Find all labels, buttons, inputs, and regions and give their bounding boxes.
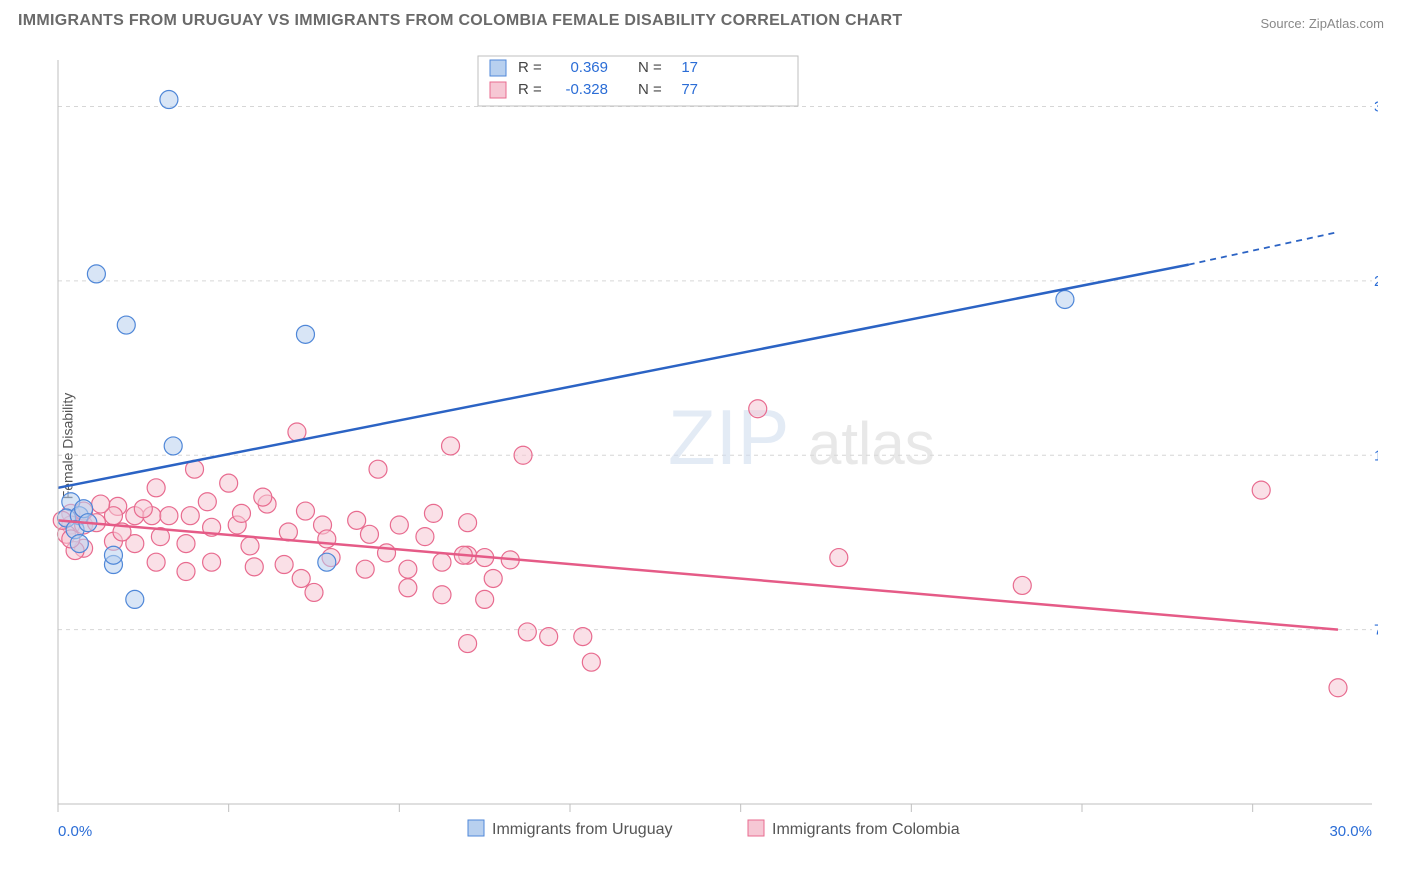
regression-line-uruguay-dash xyxy=(1189,232,1338,265)
scatter-point xyxy=(433,553,451,571)
scatter-point xyxy=(582,653,600,671)
scatter-point xyxy=(254,488,272,506)
scatter-point xyxy=(476,590,494,608)
scatter-point xyxy=(296,502,314,520)
scatter-point xyxy=(245,558,263,576)
scatter-point xyxy=(433,586,451,604)
scatter-point xyxy=(160,507,178,525)
x-end-label: 30.0% xyxy=(1329,823,1372,840)
watermark: ZIP xyxy=(668,393,789,481)
scatter-point xyxy=(104,546,122,564)
legend-n-value: 77 xyxy=(681,81,698,98)
scatter-point xyxy=(275,556,293,574)
x-legend-swatch-colombia xyxy=(748,820,764,836)
scatter-point xyxy=(459,635,477,653)
x-legend-colombia: Immigrants from Colombia xyxy=(772,821,960,838)
legend-r-value: 0.369 xyxy=(570,59,608,76)
legend-n-label: N = xyxy=(638,59,662,76)
scatter-point xyxy=(540,628,558,646)
scatter-point xyxy=(177,563,195,581)
legend-r-label: R = xyxy=(518,81,542,98)
scatter-point xyxy=(369,460,387,478)
scatter-point xyxy=(220,474,238,492)
chart-title: IMMIGRANTS FROM URUGUAY VS IMMIGRANTS FR… xyxy=(18,12,902,30)
scatter-point xyxy=(232,504,250,522)
scatter-point xyxy=(390,516,408,534)
scatter-point xyxy=(177,535,195,553)
scatter-point xyxy=(147,479,165,497)
scatter-point xyxy=(416,528,434,546)
scatter-point xyxy=(459,514,477,532)
x-legend-swatch-uruguay xyxy=(468,820,484,836)
scatter-point xyxy=(87,265,105,283)
scatter-point xyxy=(92,495,110,513)
scatter-point xyxy=(164,437,182,455)
legend-n-label: N = xyxy=(638,81,662,98)
scatter-point xyxy=(70,535,88,553)
scatter-point xyxy=(348,511,366,529)
scatter-point xyxy=(399,579,417,597)
scatter-point xyxy=(203,553,221,571)
y-tick-label: 30.0% xyxy=(1374,99,1378,116)
scatter-point xyxy=(749,400,767,418)
scatter-point xyxy=(318,530,336,548)
scatter-point xyxy=(160,91,178,109)
scatter-point xyxy=(442,437,460,455)
scatter-point xyxy=(241,537,259,555)
scatter-point xyxy=(830,549,848,567)
y-tick-label: 15.0% xyxy=(1374,447,1378,464)
scatter-point xyxy=(356,560,374,578)
scatter-point xyxy=(518,623,536,641)
scatter-point xyxy=(484,569,502,587)
scatter-point xyxy=(296,325,314,343)
legend-swatch xyxy=(490,82,506,98)
scatter-point xyxy=(399,560,417,578)
regression-line-uruguay xyxy=(58,265,1189,488)
scatter-point xyxy=(305,583,323,601)
watermark: atlas xyxy=(808,410,935,477)
scatter-point xyxy=(198,493,216,511)
scatter-point xyxy=(126,590,144,608)
scatter-point xyxy=(424,504,442,522)
scatter-point xyxy=(1013,576,1031,594)
scatter-point xyxy=(181,507,199,525)
scatter-point xyxy=(147,553,165,571)
x-start-label: 0.0% xyxy=(58,823,92,840)
scatter-point xyxy=(1056,290,1074,308)
legend-r-value: -0.328 xyxy=(565,81,608,98)
y-tick-label: 7.5% xyxy=(1374,622,1378,639)
scatter-point xyxy=(360,525,378,543)
scatter-point xyxy=(117,316,135,334)
x-legend-uruguay: Immigrants from Uruguay xyxy=(492,821,673,838)
legend-swatch xyxy=(490,60,506,76)
y-tick-label: 22.5% xyxy=(1374,273,1378,290)
scatter-point xyxy=(514,446,532,464)
scatter-point xyxy=(292,569,310,587)
legend-n-value: 17 xyxy=(681,59,698,76)
chart-svg: 7.5% 15.0% 22.5% 30.0% ZIP atlas 0.0% 30.0% R = 0… xyxy=(48,44,1378,844)
scatter-point xyxy=(1329,679,1347,697)
scatter-point xyxy=(318,553,336,571)
chart-area: 7.5% 15.0% 22.5% 30.0% ZIP atlas 0.0% 30.0% R = 0… xyxy=(48,44,1378,844)
legend-r-label: R = xyxy=(518,59,542,76)
scatter-point xyxy=(574,628,592,646)
chart-source: Source: ZipAtlas.com xyxy=(1260,16,1384,31)
scatter-point xyxy=(1252,481,1270,499)
scatter-point xyxy=(378,544,396,562)
scatter-point xyxy=(134,500,152,518)
